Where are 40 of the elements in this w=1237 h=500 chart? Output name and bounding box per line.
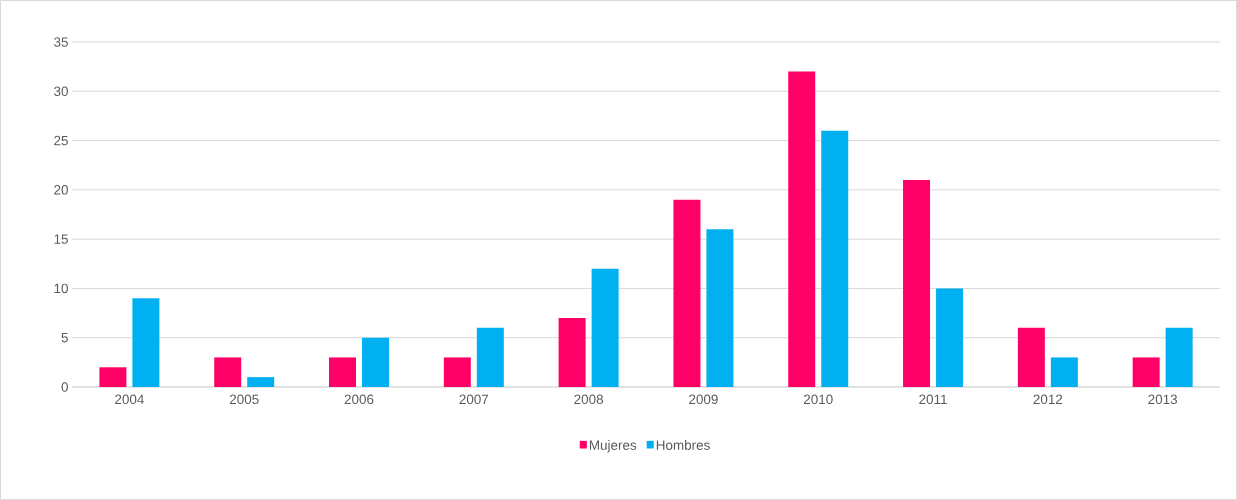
bar: [788, 71, 816, 387]
bar: [443, 357, 471, 387]
bar: [591, 268, 619, 387]
legend-label: Mujeres: [589, 440, 637, 453]
bar: [558, 318, 586, 387]
y-tick-label: 20: [54, 185, 68, 195]
x-tick-label: 2008: [574, 394, 603, 405]
bar: [132, 298, 160, 387]
legend-label: Hombres: [656, 440, 710, 450]
bar: [476, 327, 504, 387]
bar: [214, 357, 242, 387]
bar: [903, 180, 931, 387]
bar: [1050, 357, 1078, 387]
bar: [1017, 327, 1045, 387]
x-tick-label: 2013: [1148, 394, 1178, 405]
bar: [1165, 327, 1193, 387]
x-tick-label: 2010: [803, 394, 833, 405]
x-tick-label: 2012: [1033, 394, 1063, 405]
y-tick-label: 35: [54, 37, 68, 47]
y-tick-label: 0: [61, 382, 68, 392]
x-tick-label: 2004: [115, 394, 144, 405]
bar: [99, 367, 127, 387]
bar: [821, 130, 849, 387]
y-tick-label: 10: [54, 283, 68, 294]
bar: [247, 377, 275, 387]
bar: [362, 337, 390, 387]
bar: [329, 357, 357, 387]
x-tick-label: 2007: [459, 394, 489, 405]
y-tick-label: 5: [61, 333, 68, 343]
bar: [936, 288, 964, 387]
x-tick-label: 2011: [919, 394, 947, 405]
bar: [1132, 357, 1160, 387]
x-tick-label: 2005: [229, 394, 259, 405]
bar: [706, 229, 734, 387]
bar: [673, 199, 701, 387]
x-tick-label: 2009: [689, 394, 718, 405]
y-tick-label: 30: [54, 86, 68, 97]
y-tick-label: 25: [54, 135, 68, 146]
y-tick-label: 15: [54, 234, 68, 244]
x-tick-label: 2006: [344, 394, 374, 405]
